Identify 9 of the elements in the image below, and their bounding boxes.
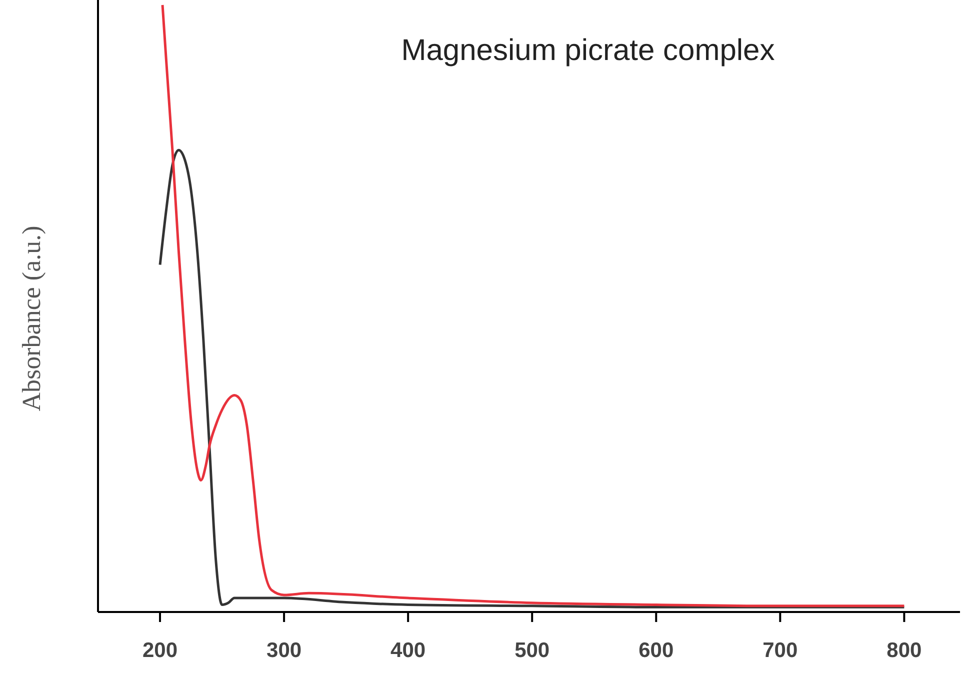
x-tick-label: 300 — [266, 639, 302, 662]
y-axis-title: Absorbance (a.u.) — [17, 226, 46, 412]
x-tick-label: 400 — [390, 639, 426, 662]
x-tick-label: 800 — [886, 639, 922, 662]
x-tick-label: 200 — [142, 639, 178, 662]
x-tick-label: 700 — [762, 639, 798, 662]
text: Magnesium picrate complex — [401, 34, 775, 67]
x-tick-label: 600 — [638, 639, 674, 662]
x-tick-label: 500 — [514, 639, 550, 662]
